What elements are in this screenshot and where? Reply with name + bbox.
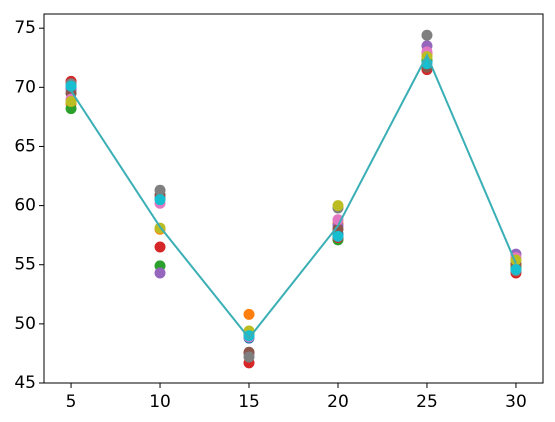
plot-frame xyxy=(43,13,544,384)
y-tick-label: 75 xyxy=(14,18,36,38)
point xyxy=(154,184,166,196)
point xyxy=(332,230,344,242)
x-tick-label: 25 xyxy=(416,392,438,412)
point xyxy=(510,263,522,275)
point xyxy=(243,351,255,363)
y-tick-label: 45 xyxy=(14,373,36,393)
x-tick-label: 30 xyxy=(505,392,527,412)
y-tick-label: 60 xyxy=(14,196,36,216)
point xyxy=(332,200,344,212)
x-tick-label: 10 xyxy=(149,392,171,412)
point xyxy=(154,194,166,206)
y-tick-label: 50 xyxy=(14,314,36,334)
x-tick-label: 20 xyxy=(327,392,349,412)
x-tick-label: 15 xyxy=(238,392,260,412)
point xyxy=(154,241,166,253)
x-tick-label: 5 xyxy=(66,392,77,412)
y-tick-label: 70 xyxy=(14,77,36,97)
point xyxy=(243,330,255,342)
point xyxy=(243,308,255,320)
point xyxy=(65,96,77,108)
line xyxy=(70,53,517,340)
point xyxy=(421,29,433,41)
y-tick-label: 65 xyxy=(14,136,36,156)
point xyxy=(154,267,166,279)
point xyxy=(65,80,77,92)
y-tick-label: 55 xyxy=(14,255,36,275)
